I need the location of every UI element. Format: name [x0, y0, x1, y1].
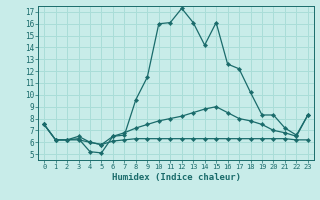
X-axis label: Humidex (Indice chaleur): Humidex (Indice chaleur): [111, 173, 241, 182]
